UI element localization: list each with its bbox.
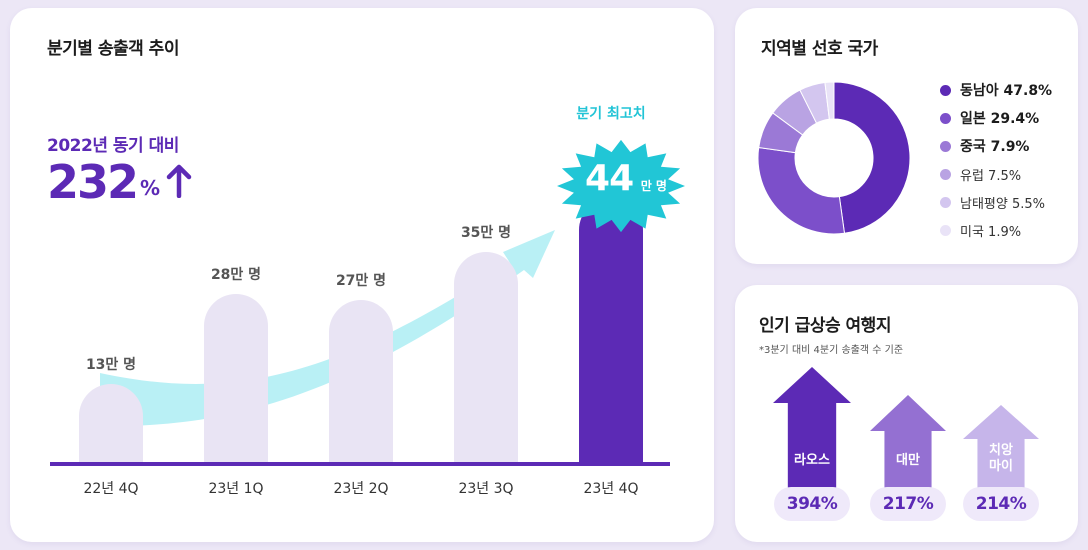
legend-item: 유럽 7.5% (940, 162, 1052, 186)
donut-slice (833, 81, 911, 234)
category-label: 23년 1Q (208, 481, 264, 497)
legend-swatch (940, 196, 951, 208)
peak-value: 44 (585, 158, 634, 199)
donut-slice (824, 81, 835, 120)
category-label: 23년 2Q (333, 481, 389, 497)
region-donut-chart (757, 81, 911, 235)
bar (454, 252, 518, 462)
donut-legend: 동남아 47.8% 일본 29.4% 중국 7.9% 유럽 7.5% 남태평양 5.5%… (940, 78, 1052, 246)
legend-item: 중국 7.9% (940, 134, 1052, 158)
card-title: 인기 급상승 여행지 (759, 316, 891, 336)
bar (579, 198, 643, 462)
trend-percentage: 217% (870, 487, 946, 521)
legend-label: 중국 7.9% (960, 139, 1030, 155)
trend-destination-name: 치앙 마이 (989, 443, 1013, 474)
legend-label: 남태평양 5.5% (960, 196, 1045, 212)
category-label: 23년 3Q (458, 481, 514, 497)
bar-value-label: 35만 명 (460, 225, 512, 241)
legend-label: 유럽 7.5% (960, 168, 1022, 184)
peak-burst (557, 139, 685, 233)
legend-swatch (940, 168, 951, 180)
legend-label: 미국 1.9% (960, 224, 1022, 240)
legend-label: 일본 29.4% (960, 111, 1040, 127)
category-label: 22년 4Q (83, 481, 139, 497)
trend-percentage: 394% (774, 487, 850, 521)
peak-unit: 만 명 (640, 179, 667, 193)
legend-swatch (940, 112, 951, 124)
bar (204, 294, 268, 462)
trend-percentage: 214% (963, 487, 1039, 521)
trend-destination-name: 라오스 (794, 453, 830, 468)
legend-swatch (940, 224, 951, 236)
yoy-value: 232 (47, 155, 139, 209)
legend-item: 미국 1.9% (940, 218, 1052, 242)
baseline (50, 462, 670, 466)
rising-destinations-card: 인기 급상승 여행지 *3분기 대비 4분기 송출객 수 기준 라오스 394% 대… (735, 285, 1078, 542)
bar-value-label: 27만 명 (335, 273, 387, 289)
yoy-label: 2022년 동기 대비 (47, 136, 179, 156)
arrow-up-icon (870, 395, 946, 495)
legend-item: 남태평양 5.5% (940, 190, 1052, 214)
arrow-up-icon (963, 405, 1039, 495)
card-title: 분기별 송출객 추이 (47, 39, 179, 59)
trend-arrow-bar (870, 395, 946, 495)
region-preference-card: 지역별 선호 국가 동남아 47.8% 일본 29.4% 중국 7.9% 유럽 7.5… (735, 8, 1078, 264)
card-title: 지역별 선호 국가 (761, 39, 878, 59)
bar-value-label: 13만 명 (85, 357, 137, 373)
donut-slice (757, 146, 846, 235)
bar (329, 300, 393, 462)
arrow-up-icon (773, 367, 851, 495)
legend-swatch (940, 140, 951, 152)
yoy-value-group: 232 % (47, 158, 192, 206)
legend-label: 동남아 47.8% (960, 83, 1053, 99)
legend-item: 일본 29.4% (940, 106, 1052, 130)
arrow-up-icon (166, 164, 192, 198)
trend-note: *3분기 대비 4분기 송출객 수 기준 (759, 345, 904, 356)
legend-item: 동남아 47.8% (940, 78, 1052, 102)
legend-swatch (940, 84, 951, 96)
trend-arrow-bar (963, 405, 1039, 495)
category-label: 23년 4Q (583, 481, 639, 497)
yoy-unit: % (140, 176, 161, 200)
bar-value-label: 28만 명 (210, 267, 262, 283)
bar (79, 384, 143, 462)
quarterly-bar-chart (50, 139, 685, 466)
peak-label: 분기 최고치 (576, 106, 646, 122)
peak-value-group: 44 만 명 (566, 158, 686, 199)
trend-destination-name: 대만 (896, 453, 920, 468)
trend-arrow-bar (773, 367, 851, 495)
quarterly-outbound-card: 분기별 송출객 추이 2022년 동기 대비 232 % 분기 최고치 44 만… (10, 8, 714, 542)
trend-arrow (100, 230, 555, 427)
